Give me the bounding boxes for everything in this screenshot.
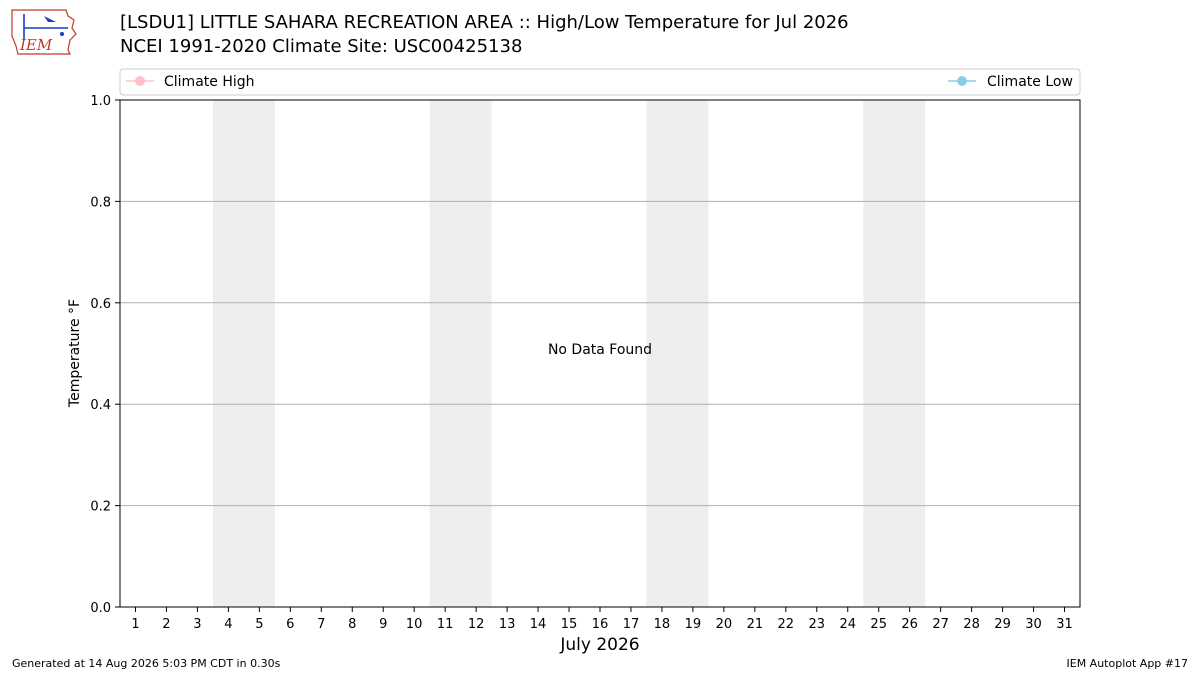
x-tick-label: 20 <box>716 617 733 632</box>
legend-high-marker-dot <box>135 76 145 86</box>
x-tick-label: 16 <box>592 617 609 632</box>
weekend-band <box>429 100 492 607</box>
x-tick-label: 4 <box>224 617 232 632</box>
x-tick-label: 17 <box>623 617 640 632</box>
x-tick-label: 18 <box>654 617 671 632</box>
no-data-annotation: No Data Found <box>548 342 652 358</box>
x-tick-label: 28 <box>963 617 980 632</box>
weekend-band <box>212 100 275 607</box>
x-tick-label: 22 <box>778 617 795 632</box>
x-tick-label: 26 <box>901 617 918 632</box>
legend-low-marker-dot <box>957 76 967 86</box>
x-tick-label: 8 <box>348 617 356 632</box>
x-tick-label: 14 <box>530 617 547 632</box>
x-tick-label: 6 <box>286 617 294 632</box>
legend: Climate High Climate Low <box>119 68 1081 96</box>
y-tick-label: 0.6 <box>90 297 111 312</box>
x-axis: 1 2 3 4 5 6 7 8 9 10 11 12 13 14 15 16 17 18 19 20 21 22 23 24 2… <box>131 607 1073 632</box>
x-tick-label: 2 <box>162 617 170 632</box>
y-tick-label: 0.8 <box>90 195 111 210</box>
weekend-band <box>863 100 926 607</box>
x-tick-label: 21 <box>747 617 764 632</box>
weekend-bands <box>212 100 926 607</box>
logo-text: IEM <box>19 36 53 54</box>
x-tick-label: 3 <box>193 617 201 632</box>
y-tick-label: 1.0 <box>90 94 111 109</box>
x-tick-label: 11 <box>437 617 454 632</box>
legend-high-label: Climate High <box>164 74 255 90</box>
iowa-outline-shape <box>11 9 77 55</box>
y-tick-label: 0.2 <box>90 500 111 515</box>
app-credit: IEM Autoplot App #17 <box>1066 657 1189 670</box>
y-axis: 0.0 0.2 0.4 0.6 0.8 1.0 <box>90 94 120 616</box>
x-tick-label: 12 <box>468 617 485 632</box>
x-tick-label: 13 <box>499 617 516 632</box>
y-tick-label: 0.0 <box>90 601 111 616</box>
grid-lines <box>120 200 1080 507</box>
x-tick-label: 15 <box>561 617 578 632</box>
x-tick-label: 25 <box>870 617 887 632</box>
x-tick-label: 10 <box>406 617 423 632</box>
legend-low-label: Climate Low <box>987 74 1073 90</box>
y-axis-label: Temperature °F <box>67 299 83 408</box>
x-tick-label: 5 <box>255 617 263 632</box>
x-tick-label: 24 <box>839 617 856 632</box>
x-tick-label: 29 <box>994 617 1011 632</box>
iem-logo: IEM <box>11 9 77 55</box>
x-tick-label: 31 <box>1056 617 1073 632</box>
chart-title: [LSDU1] LITTLE SAHARA RECREATION AREA ::… <box>120 12 849 33</box>
legend-frame <box>119 68 1081 96</box>
chart-subtitle: NCEI 1991-2020 Climate Site: USC00425138 <box>120 36 523 57</box>
weekend-band <box>646 100 709 607</box>
x-tick-label: 1 <box>131 617 139 632</box>
y-tick-label: 0.4 <box>90 398 111 413</box>
x-tick-label: 30 <box>1025 617 1042 632</box>
x-tick-label: 7 <box>317 617 325 632</box>
x-tick-label: 27 <box>932 617 949 632</box>
x-tick-label: 19 <box>685 617 702 632</box>
generated-timestamp: Generated at 14 Aug 2026 5:03 PM CDT in … <box>12 657 281 670</box>
x-tick-label: 23 <box>809 617 826 632</box>
x-axis-label: July 2026 <box>559 635 639 655</box>
x-tick-label: 9 <box>379 617 387 632</box>
